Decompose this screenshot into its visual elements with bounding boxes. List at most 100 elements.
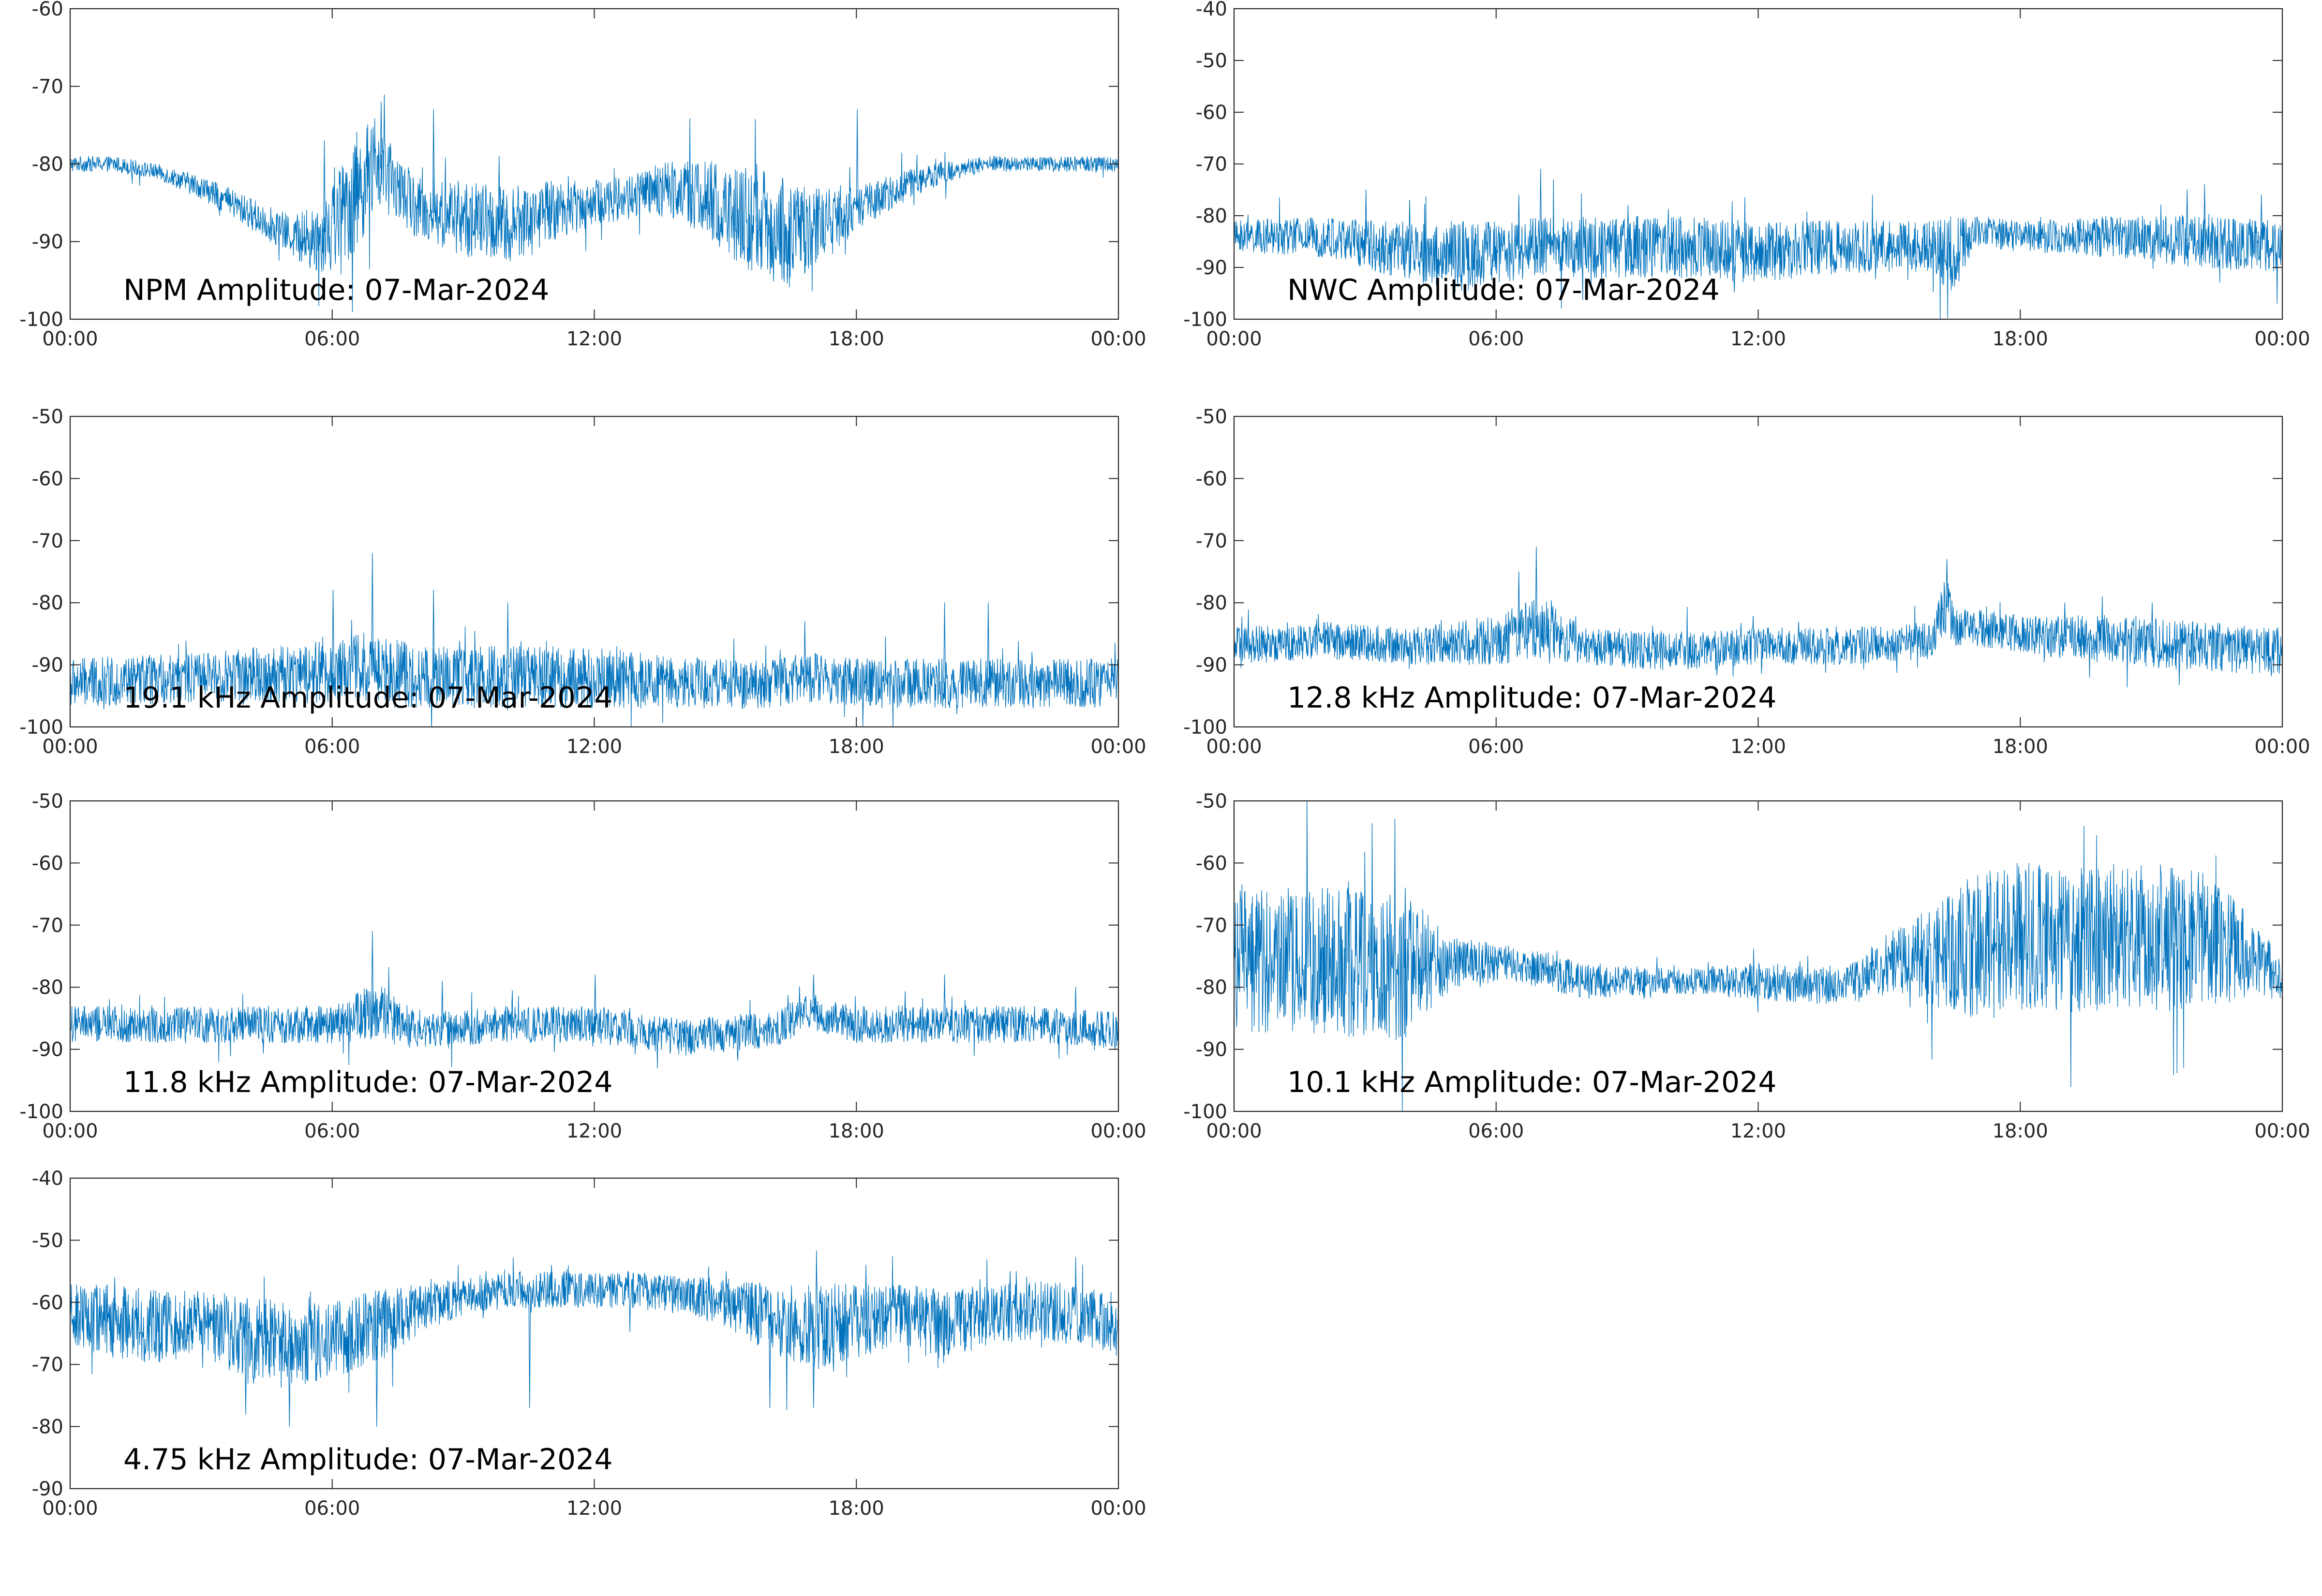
x-tick-label: 18:00 <box>829 736 884 758</box>
amplitude-trace <box>70 94 1118 312</box>
x-tick-label: 06:00 <box>304 328 360 350</box>
y-tick-label: -60 <box>32 1292 63 1314</box>
y-tick-label: -90 <box>1196 654 1227 677</box>
x-tick-label: 00:00 <box>1206 736 1262 758</box>
y-tick-label: -50 <box>32 790 63 813</box>
x-tick-label: 00:00 <box>1090 736 1146 758</box>
y-tick-label: -70 <box>1196 530 1227 552</box>
x-tick-label: 18:00 <box>1993 736 2048 758</box>
y-tick-label: -60 <box>1196 102 1227 124</box>
x-tick-label: 00:00 <box>42 1120 98 1142</box>
axes-frame <box>1233 415 2283 728</box>
y-tick-label: -60 <box>1196 468 1227 490</box>
y-tick-label: -50 <box>1196 50 1227 72</box>
x-tick-label: 18:00 <box>829 1497 884 1520</box>
panel-19-1-khz-amplitude: -100 -90 -80 -70 -60 -50 00:00 06:00 12:00 18:00 0… <box>19 406 1146 758</box>
y-tick-label: -80 <box>1196 976 1227 999</box>
y-tick-label: -60 <box>32 852 63 874</box>
y-tick-label: -60 <box>32 0 63 20</box>
panel-10-1-khz-amplitude: -100 -90 -80 -70 -60 -50 00:00 06:00 12:00 18:00 0… <box>1183 790 2310 1142</box>
x-tick-label: 18:00 <box>829 1120 884 1142</box>
x-tick-label: 00:00 <box>1090 1120 1146 1142</box>
y-tick-label: -90 <box>32 1478 63 1500</box>
panel-title: 19.1 kHz Amplitude: 07-Mar-2024 <box>123 681 613 715</box>
x-tick-label: 00:00 <box>2254 736 2310 758</box>
amplitude-trace <box>70 1250 1118 1427</box>
x-tick-label: 06:00 <box>1468 736 1524 758</box>
y-tick-label: -50 <box>32 1229 63 1252</box>
y-tick-label: -70 <box>1196 915 1227 937</box>
axes-frame <box>69 1177 1119 1490</box>
panel-title: 4.75 kHz Amplitude: 07-Mar-2024 <box>123 1443 613 1477</box>
x-tick-label: 00:00 <box>42 1497 98 1520</box>
y-tick-label: -50 <box>1196 406 1227 428</box>
panel-11-8-khz-amplitude: -100 -90 -80 -70 -60 -50 00:00 06:00 12:00 18:00 0… <box>19 790 1146 1142</box>
y-tick-label: -70 <box>32 1354 63 1376</box>
panel-title: 12.8 kHz Amplitude: 07-Mar-2024 <box>1287 681 1777 715</box>
y-tick-label: -100 <box>1183 1101 1227 1123</box>
y-tick-label: -90 <box>1196 257 1227 279</box>
y-tick-label: -100 <box>19 309 63 331</box>
x-tick-label: 00:00 <box>1090 1497 1146 1520</box>
x-tick-label: 12:00 <box>566 736 622 758</box>
x-tick-label: 06:00 <box>304 736 360 758</box>
x-tick-label: 00:00 <box>2254 328 2310 350</box>
x-tick-label: 12:00 <box>1730 736 1786 758</box>
y-tick-label: -90 <box>32 231 63 253</box>
amplitude-trace <box>1234 546 2282 688</box>
y-tick-label: -50 <box>32 406 63 428</box>
y-tick-label: -100 <box>19 1101 63 1123</box>
y-tick-label: -90 <box>32 654 63 677</box>
x-tick-label: 06:00 <box>304 1120 360 1142</box>
y-tick-label: -70 <box>32 530 63 552</box>
y-tick-label: -70 <box>32 915 63 937</box>
y-tick-label: -70 <box>32 76 63 98</box>
x-tick-label: 00:00 <box>42 736 98 758</box>
y-tick-label: -90 <box>1196 1039 1227 1061</box>
panel-title: NWC Amplitude: 07-Mar-2024 <box>1287 273 1720 307</box>
y-tick-label: -60 <box>1196 852 1227 874</box>
axes-frame <box>69 800 1119 1112</box>
y-tick-label: -90 <box>32 1039 63 1061</box>
x-tick-label: 06:00 <box>1468 1120 1524 1142</box>
y-tick-label: -100 <box>19 716 63 739</box>
y-tick-label: -80 <box>32 1416 63 1438</box>
y-tick-label: -80 <box>32 976 63 999</box>
x-tick-label: 12:00 <box>1730 328 1786 350</box>
x-tick-label: 12:00 <box>566 1497 622 1520</box>
x-tick-label: 12:00 <box>566 1120 622 1142</box>
y-tick-label: -100 <box>1183 716 1227 739</box>
amplitude-trace <box>70 552 1118 727</box>
y-tick-label: -40 <box>1196 0 1227 20</box>
amplitude-trace <box>1234 169 2282 319</box>
panel-4-75-khz-amplitude: -90 -80 -70 -60 -50 -40 00:00 06:00 12:00 18:00 00… <box>32 1167 1146 1520</box>
y-tick-label: -70 <box>1196 153 1227 176</box>
y-tick-label: -80 <box>1196 592 1227 614</box>
y-tick-label: -80 <box>32 153 63 176</box>
y-tick-label: -50 <box>1196 790 1227 813</box>
x-tick-label: 12:00 <box>1730 1120 1786 1142</box>
x-tick-label: 00:00 <box>2254 1120 2310 1142</box>
panel-title: NPM Amplitude: 07-Mar-2024 <box>123 273 549 307</box>
x-tick-label: 00:00 <box>1206 1120 1262 1142</box>
x-tick-label: 12:00 <box>566 328 622 350</box>
y-tick-label: -80 <box>1196 205 1227 227</box>
x-tick-label: 00:00 <box>42 328 98 350</box>
axes-frame <box>69 8 1119 320</box>
x-tick-label: 06:00 <box>304 1497 360 1520</box>
x-tick-label: 06:00 <box>1468 328 1524 350</box>
amplitude-trace <box>70 931 1118 1069</box>
x-tick-label: 18:00 <box>1993 1120 2048 1142</box>
x-tick-label: 18:00 <box>1993 328 2048 350</box>
x-tick-label: 18:00 <box>829 328 884 350</box>
y-tick-label: -40 <box>32 1167 63 1190</box>
panel-npm-amplitude: -100 -90 -80 -70 -60 00:00 06:00 12:00 18:00 00:0… <box>19 0 1146 350</box>
amplitude-trace <box>1234 801 2282 1111</box>
x-tick-label: 00:00 <box>1206 328 1262 350</box>
panel-title: 10.1 kHz Amplitude: 07-Mar-2024 <box>1287 1065 1777 1099</box>
y-tick-label: -60 <box>32 468 63 490</box>
panel-title: 11.8 kHz Amplitude: 07-Mar-2024 <box>123 1065 613 1099</box>
panel-nwc-amplitude: -100 -90 -80 -70 -60 -50 -40 00:00 06:00 12:00 18:… <box>1183 0 2310 350</box>
y-tick-label: -80 <box>32 592 63 614</box>
